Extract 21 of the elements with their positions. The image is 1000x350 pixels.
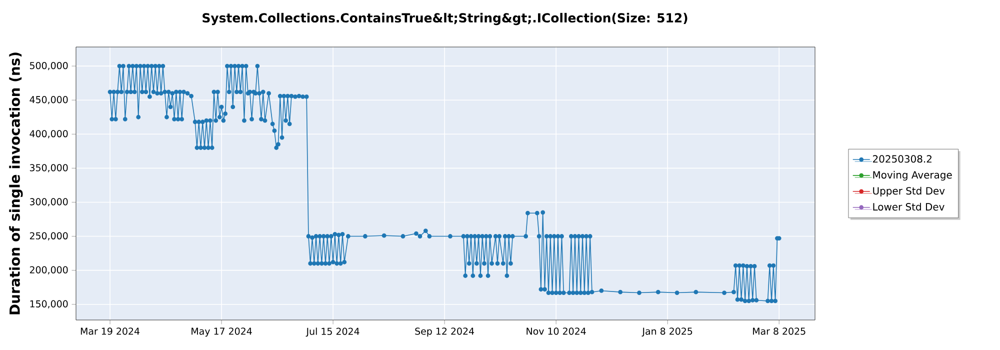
x-tick-label: May 17 2024: [192, 328, 252, 337]
legend-label: Lower Std Dev: [873, 202, 944, 211]
legend-label: 20250308.2: [872, 155, 932, 163]
x-tick-label: Jul 15 2024: [306, 328, 360, 337]
y-tick-label: 150,000: [30, 300, 68, 308]
x-tick-label: Sep 12 2024: [415, 328, 474, 337]
y-tick-label: 350,000: [30, 164, 68, 172]
x-tick-label: Mar 19 2024: [80, 328, 140, 335]
x-tick-label: Nov 10 2024: [526, 328, 586, 335]
legend-label: Moving Average: [873, 170, 952, 181]
legend-label: Upper Std Dev: [873, 186, 945, 197]
y-tick-label: 400,000: [30, 130, 68, 138]
y-tick-label: 500,000: [30, 62, 68, 70]
y-tick-label: 300,000: [30, 198, 68, 206]
chart-title: System.Collections.ContainsTrue&lt;String&gt;.ICollection(Size: 512): [202, 12, 688, 26]
x-tick-label: Mar 8 2025: [753, 328, 806, 335]
y-axis-title: Duration of single invocation (ns): [9, 52, 23, 314]
x-tick-label: Jan 8 2025: [642, 328, 692, 337]
y-tick-label: 250,000: [30, 232, 68, 240]
y-tick-label: 200,000: [30, 266, 68, 274]
y-tick-label: 450,000: [30, 96, 68, 104]
